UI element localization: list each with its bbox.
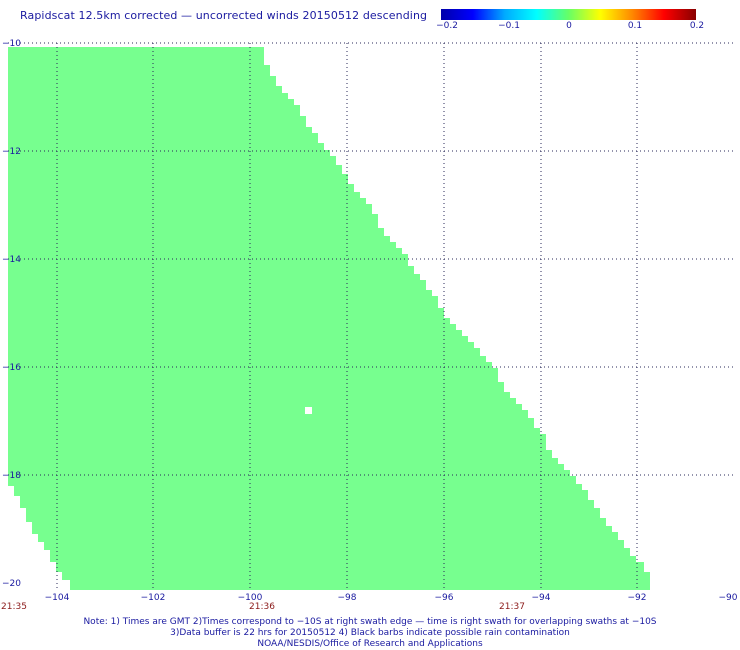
lat-label: −20 xyxy=(2,579,21,589)
data-gap-cell xyxy=(305,407,312,414)
colorbar-tick-label: 0.2 xyxy=(689,21,705,31)
lat-lon-grid xyxy=(8,42,736,590)
swath-coverage xyxy=(8,47,650,590)
lat-label: −10 xyxy=(2,39,21,49)
colorbar xyxy=(441,9,696,20)
swath-time-label: 21:36 xyxy=(249,602,275,612)
colorbar-tick-label: −0.2 xyxy=(436,21,458,31)
lon-label: −100 xyxy=(237,593,263,603)
swath-time-label: 21:35 xyxy=(1,602,27,612)
footnote-credit: NOAA/NESDIS/Office of Research and Appli… xyxy=(257,639,483,649)
lat-label: −16 xyxy=(2,363,21,373)
lat-label: −14 xyxy=(2,255,21,265)
colorbar-tick-label: 0.1 xyxy=(627,21,643,31)
footnote-line: Note: 1) Times are GMT 2)Times correspon… xyxy=(83,617,657,627)
colorbar-tick-label: 0 xyxy=(566,21,572,31)
lon-label: −94 xyxy=(531,593,551,603)
lon-label: −92 xyxy=(627,593,647,603)
lon-label: −90 xyxy=(718,593,738,603)
lon-label: −98 xyxy=(337,593,357,603)
lon-label: −104 xyxy=(44,593,70,603)
footnote-line: 3)Data buffer is 22 hrs for 20150512 4) … xyxy=(170,628,570,638)
swath-data-area xyxy=(8,47,650,590)
colorbar-tick-label: −0.1 xyxy=(498,21,520,31)
swath-time-label: 21:37 xyxy=(499,602,525,612)
map-title: Rapidscat 12.5km corrected — uncorrected… xyxy=(20,9,428,22)
lat-label: −18 xyxy=(2,471,21,481)
lat-label: −12 xyxy=(2,147,21,157)
lon-label: −96 xyxy=(434,593,454,603)
lon-label: −102 xyxy=(140,593,166,603)
